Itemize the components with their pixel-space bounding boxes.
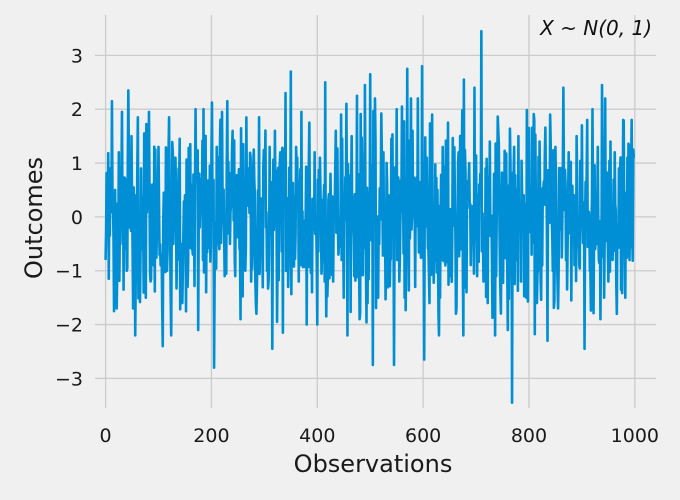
y-tick-label: −3 bbox=[55, 368, 83, 390]
x-axis-title: Observations bbox=[294, 450, 453, 478]
x-tick-label: 1000 bbox=[611, 425, 659, 447]
y-tick-label: 0 bbox=[71, 207, 83, 229]
y-tick-label: −1 bbox=[55, 261, 83, 283]
y-tick-label: 2 bbox=[71, 99, 83, 121]
y-tick-label: 1 bbox=[71, 153, 83, 175]
x-tick-label: 800 bbox=[511, 425, 547, 447]
x-tick-label: 0 bbox=[100, 425, 112, 447]
series-layer bbox=[104, 29, 636, 404]
series-line bbox=[104, 29, 636, 404]
x-tick-labels: 0 200 400 600 800 1000 bbox=[100, 425, 659, 447]
x-tick-label: 600 bbox=[405, 425, 441, 447]
y-tick-labels: −3 −2 −1 0 1 2 3 bbox=[55, 45, 83, 390]
x-tick-label: 400 bbox=[299, 425, 335, 447]
y-axis-title: Outcomes bbox=[20, 157, 48, 279]
y-tick-label: −2 bbox=[55, 315, 83, 337]
x-tick-label: 200 bbox=[193, 425, 229, 447]
distribution-annotation: X ~ N(0, 1) bbox=[539, 16, 652, 40]
y-tick-label: 3 bbox=[71, 45, 83, 67]
